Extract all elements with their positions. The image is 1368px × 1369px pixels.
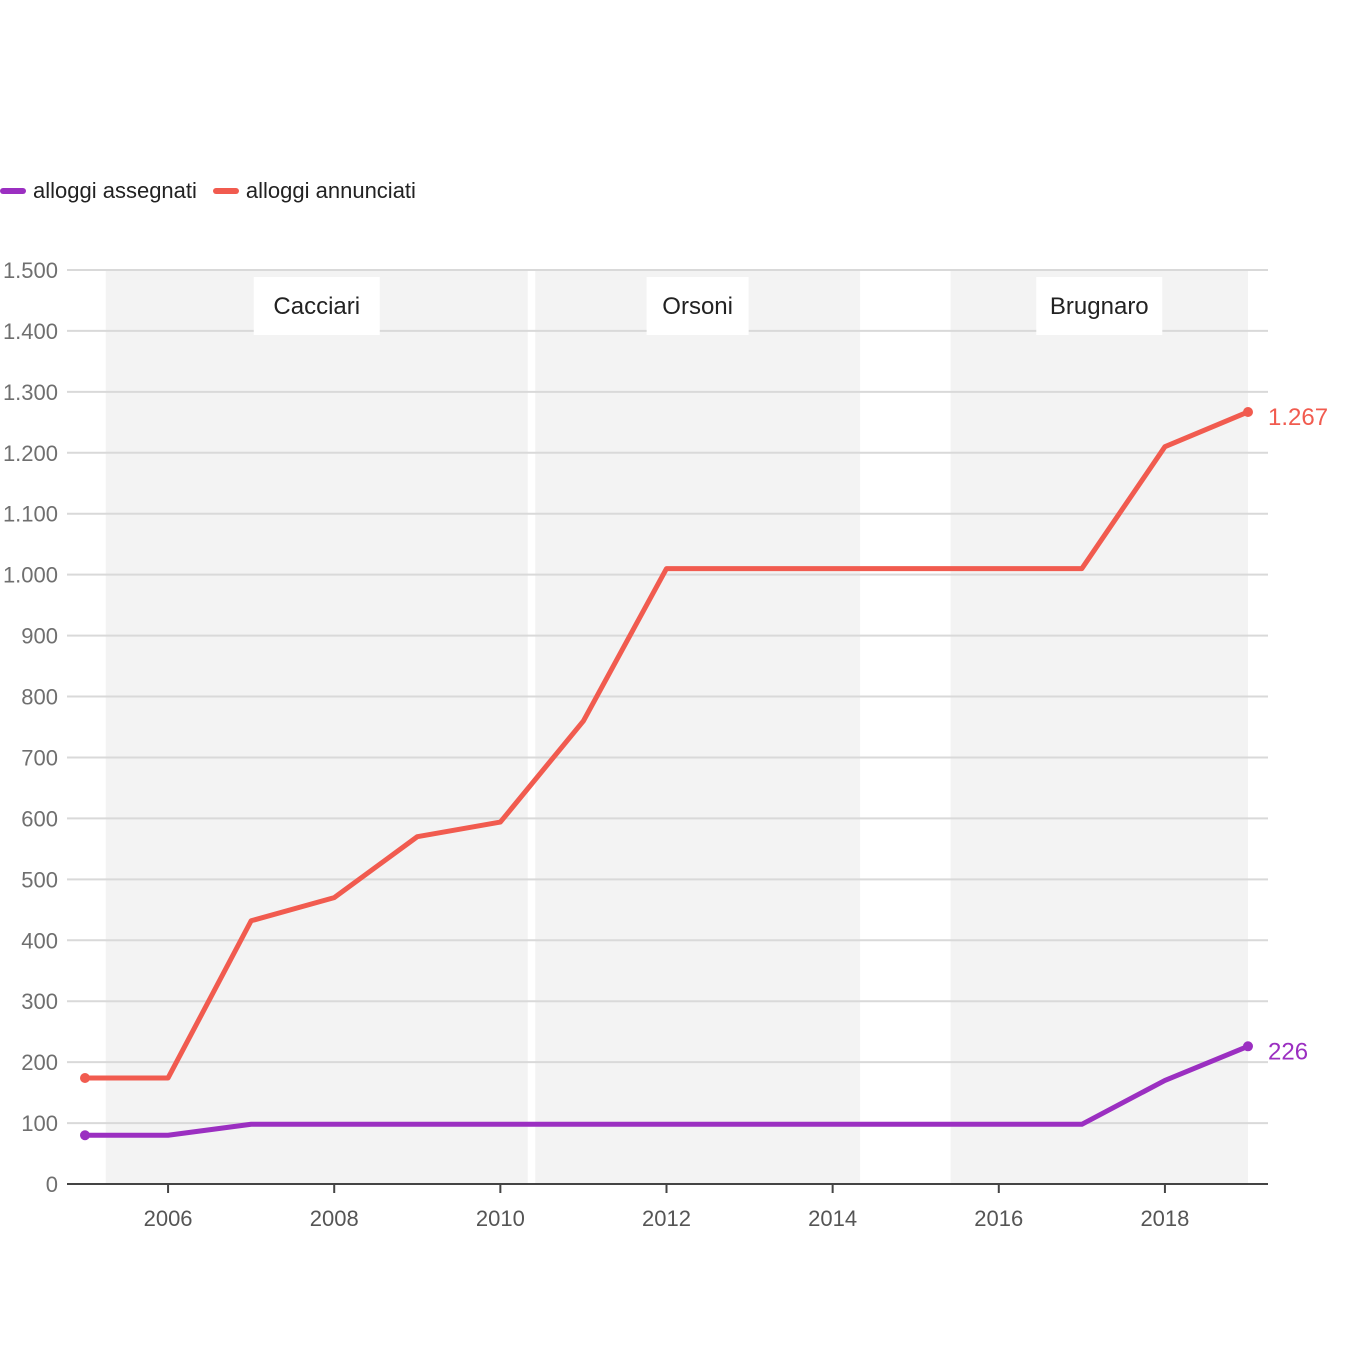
period-band-brugnaro — [950, 270, 1248, 1184]
period-label-box — [1036, 277, 1163, 335]
period-label: Orsoni — [662, 293, 733, 320]
series-end-label: 1.267 — [1268, 404, 1328, 431]
x-tick-label: 2014 — [808, 1206, 857, 1231]
y-tick-label: 100 — [21, 1111, 58, 1136]
y-tick-label: 1.100 — [3, 502, 58, 527]
period-band-cacciari — [105, 270, 528, 1184]
y-tick-label: 600 — [21, 806, 58, 831]
y-tick-label: 1.000 — [3, 563, 58, 588]
y-tick-label: 1.400 — [3, 319, 58, 344]
y-tick-label: 700 — [21, 745, 58, 770]
legend-swatch-assegnati — [0, 188, 26, 194]
y-tick-label: 300 — [21, 989, 58, 1014]
series-start-point — [80, 1072, 90, 1083]
legend-label-annunciati: alloggi annunciati — [245, 178, 416, 203]
y-tick-label: 200 — [21, 1050, 58, 1075]
y-tick-label: 1.200 — [3, 441, 58, 466]
period-band-orsoni — [535, 270, 861, 1184]
x-tick-label: 2006 — [144, 1206, 193, 1231]
y-tick-label: 1.500 — [3, 258, 58, 283]
x-tick-label: 2018 — [1140, 1206, 1189, 1231]
legend-swatch-annunciati — [212, 188, 239, 194]
y-tick-label: 500 — [21, 867, 58, 892]
y-tick-label: 800 — [21, 685, 58, 710]
x-tick-label: 2010 — [476, 1206, 525, 1231]
period-label: Cacciari — [273, 293, 360, 320]
x-tick-label: 2008 — [310, 1206, 359, 1231]
y-tick-label: 0 — [46, 1172, 58, 1197]
series-line-alloggi-annunciati — [82, 409, 1251, 1081]
x-tick-label: 2012 — [642, 1206, 691, 1231]
series-end-point — [1243, 1041, 1253, 1052]
legend-item-annunciati[interactable]: alloggi annunciati — [212, 178, 416, 204]
period-label: Brugnaro — [1050, 293, 1149, 320]
y-tick-label: 400 — [21, 928, 58, 953]
legend-item-assegnati[interactable]: alloggi assegnati — [0, 178, 197, 204]
series-end-point — [1243, 406, 1253, 417]
y-tick-label: 900 — [21, 624, 58, 649]
y-tick-label: 1.300 — [3, 380, 58, 405]
x-tick-label: 2016 — [974, 1206, 1023, 1231]
series-line-alloggi-assegnati — [82, 1043, 1251, 1138]
period-label-box — [253, 277, 380, 335]
chart-legend: alloggi assegnati alloggi annunciati — [0, 176, 432, 206]
period-label-box — [646, 277, 749, 335]
series-end-label: 226 — [1268, 1038, 1308, 1065]
series-start-point — [80, 1130, 90, 1141]
legend-label-assegnati: alloggi assegnati — [33, 178, 197, 203]
